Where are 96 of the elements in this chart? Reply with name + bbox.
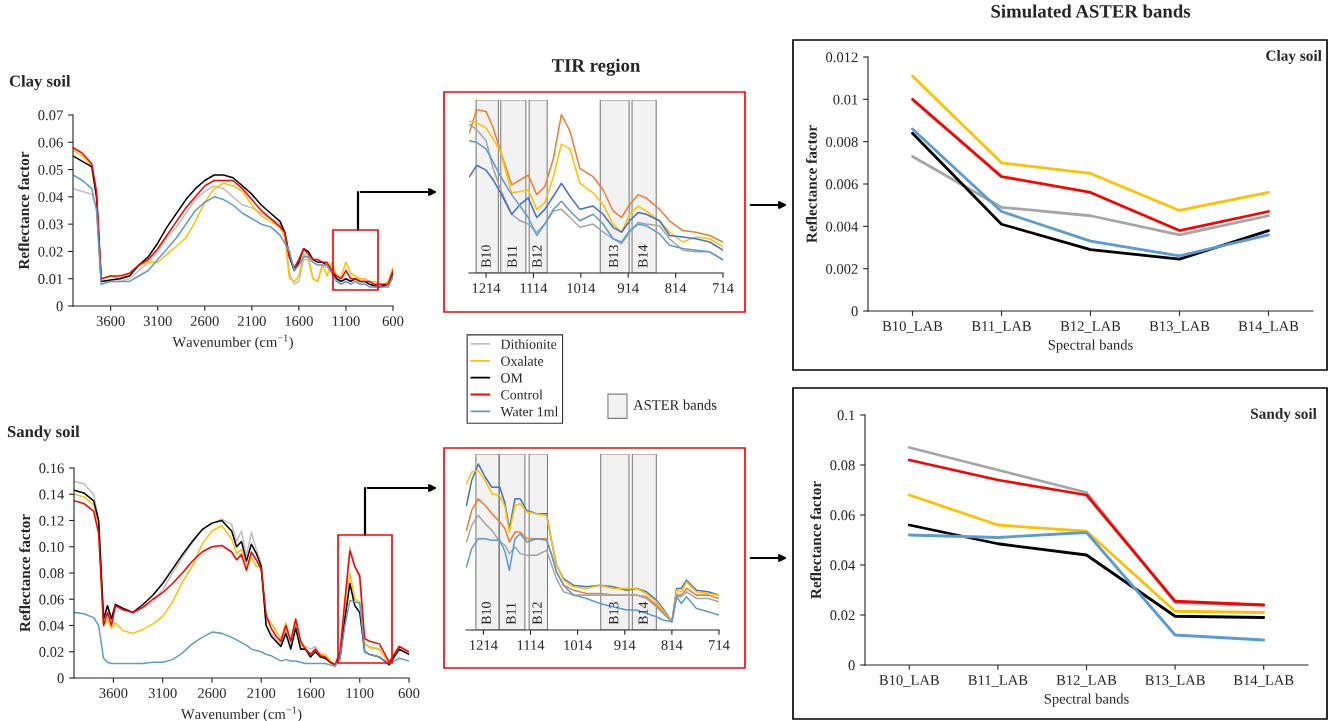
y-tick-label: 0.02	[39, 647, 64, 658]
x-tick-label: 3600	[96, 316, 125, 326]
y-tick-label: 0	[851, 306, 858, 317]
x-tick-label: B10_LAB	[879, 675, 939, 687]
band-label: B13	[608, 245, 619, 268]
legend-label: OM	[501, 373, 523, 383]
x-tick-label: 1014	[567, 283, 596, 293]
x-tick-label: 1600	[297, 688, 325, 698]
y-tick-label: 0.08	[830, 460, 855, 471]
x-tick-label: 2600	[198, 688, 226, 698]
y-tick-label: 0.006	[826, 179, 858, 190]
chart-title: Sandy soil	[7, 425, 80, 441]
x-tick-label: 1100	[332, 316, 360, 326]
y-tick-label: 0.03	[38, 219, 63, 230]
y-axis-title: Reflectance factor	[805, 125, 817, 243]
y-tick-label: 0.06	[830, 510, 855, 521]
x-tick-label: 1214	[470, 640, 498, 650]
x-axis-title: Spectral bands	[1044, 693, 1129, 707]
y-tick-label: 0	[57, 673, 64, 684]
y-tick-label: 0	[56, 301, 63, 312]
legend-label: Oxalate	[501, 356, 544, 366]
y-tick-label: 0.002	[826, 264, 858, 274]
x-tick-label: 714	[709, 640, 730, 650]
y-tick-label: 0.14	[39, 489, 65, 500]
band-label: B10	[481, 245, 491, 268]
chart-title: TIR region	[551, 58, 641, 76]
x-tick-label: 1014	[564, 640, 593, 650]
legend-label: Control	[501, 389, 543, 400]
band-label: B11	[507, 246, 517, 268]
chart-subtitle: Clay soil	[1266, 50, 1322, 64]
x-axis-title: Wavenumber (cm$^{−1}$)	[172, 334, 293, 350]
y-tick-label: 0.04	[38, 192, 64, 203]
x-tick-label: 1114	[517, 640, 545, 650]
y-tick-label: 0.06	[38, 137, 63, 148]
y-tick-label: 0.012	[826, 52, 858, 63]
x-tick-label: 1600	[285, 316, 313, 326]
band-label: B12	[532, 245, 542, 268]
x-axis-title: Wavenumber (cm$^{−1}$)	[180, 706, 302, 721]
x-tick-label: 714	[713, 283, 734, 293]
x-axis-title: Spectral bands	[1048, 339, 1133, 353]
y-tick-label: 0.01	[38, 274, 63, 284]
x-tick-label: 1114	[520, 283, 548, 293]
legend-label: Water 1ml	[500, 406, 559, 417]
band-label: B14	[638, 601, 648, 625]
y-tick-label: 0.02	[38, 246, 63, 257]
y-axis-title: Reflectance factor	[18, 151, 30, 270]
y-tick-label: 0.01	[833, 94, 858, 105]
legend-label: Dithionite	[500, 339, 557, 349]
x-tick-label: 3100	[143, 316, 172, 326]
y-tick-label: 0	[848, 660, 855, 671]
y-tick-label: 0.12	[39, 515, 64, 526]
y-tick-label: 0.04	[39, 620, 65, 631]
chart-title: Simulated ASTER bands	[991, 4, 1191, 18]
band-label: B13	[609, 602, 619, 625]
x-tick-label: B12_LAB	[1060, 321, 1121, 333]
x-tick-label: 600	[398, 688, 420, 698]
chart-title: Clay soil	[9, 75, 71, 91]
y-tick-label: 0.1	[837, 410, 855, 421]
y-tick-label: 0.004	[826, 221, 859, 232]
band-label: B11	[506, 602, 516, 625]
y-tick-label: 0.16	[39, 463, 64, 474]
band-label: B12	[532, 602, 542, 625]
x-tick-label: 3600	[99, 688, 128, 698]
x-tick-label: B11_LAB	[971, 321, 1031, 333]
x-tick-label: B11_LAB	[968, 675, 1028, 687]
y-tick-label: 0.07	[38, 110, 63, 121]
y-axis-title: Reflectance factor	[810, 481, 822, 599]
y-tick-label: 0.08	[39, 568, 64, 579]
x-tick-label: 600	[382, 316, 404, 326]
x-tick-label: 2100	[247, 688, 276, 698]
y-tick-label: 0.06	[39, 594, 64, 605]
y-tick-label: 0.02	[830, 610, 855, 621]
text: ASTER bands	[633, 399, 717, 410]
y-tick-label: 0.05	[38, 164, 63, 175]
x-tick-label: 814	[665, 283, 687, 293]
band-label: B14	[638, 244, 648, 268]
y-tick-label: 0.10	[39, 542, 64, 553]
x-tick-label: 2600	[190, 316, 219, 326]
chart-subtitle: Sandy soil	[1251, 408, 1317, 422]
y-axis-title: Reflectance factor	[19, 514, 31, 632]
x-tick-label: 2100	[237, 316, 266, 326]
x-tick-label: 1214	[472, 283, 501, 293]
x-tick-label: B14_LAB	[1238, 321, 1299, 333]
x-tick-label: 914	[617, 283, 639, 293]
x-tick-label: B10_LAB	[882, 321, 943, 333]
x-tick-label: B12_LAB	[1056, 675, 1117, 687]
y-tick-label: 0.008	[826, 137, 858, 147]
x-tick-label: B13_LAB	[1149, 321, 1210, 333]
x-tick-label: B13_LAB	[1145, 675, 1205, 687]
x-tick-label: 914	[614, 640, 636, 650]
band-label: B10	[481, 602, 491, 625]
x-tick-label: 814	[661, 640, 683, 650]
x-tick-label: 1100	[346, 688, 374, 698]
y-tick-label: 0.04	[830, 560, 856, 571]
x-tick-label: 3100	[148, 688, 177, 698]
x-tick-label: B14_LAB	[1233, 675, 1294, 687]
